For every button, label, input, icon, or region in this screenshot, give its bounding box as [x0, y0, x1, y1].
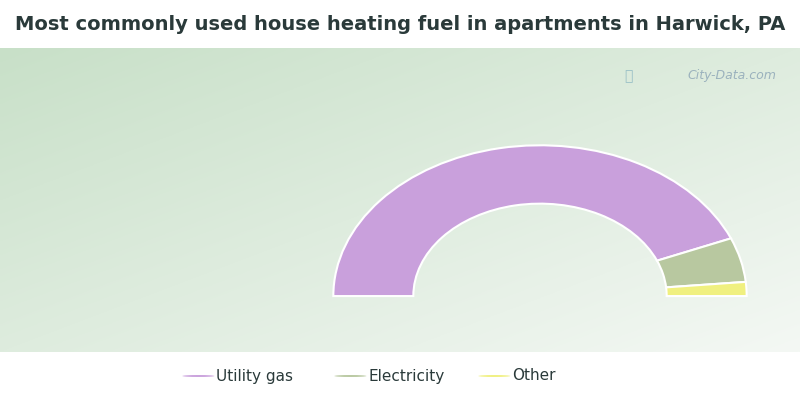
Circle shape — [334, 375, 366, 377]
Wedge shape — [666, 282, 746, 296]
Text: Electricity: Electricity — [368, 368, 444, 384]
Wedge shape — [657, 238, 746, 287]
Text: Other: Other — [512, 368, 555, 384]
Text: ⓘ: ⓘ — [624, 69, 632, 83]
Text: City-Data.com: City-Data.com — [687, 69, 776, 82]
Text: Most commonly used house heating fuel in apartments in Harwick, PA: Most commonly used house heating fuel in… — [15, 14, 785, 34]
Circle shape — [182, 375, 214, 377]
Text: Utility gas: Utility gas — [216, 368, 293, 384]
Circle shape — [478, 375, 510, 377]
Wedge shape — [334, 145, 731, 296]
